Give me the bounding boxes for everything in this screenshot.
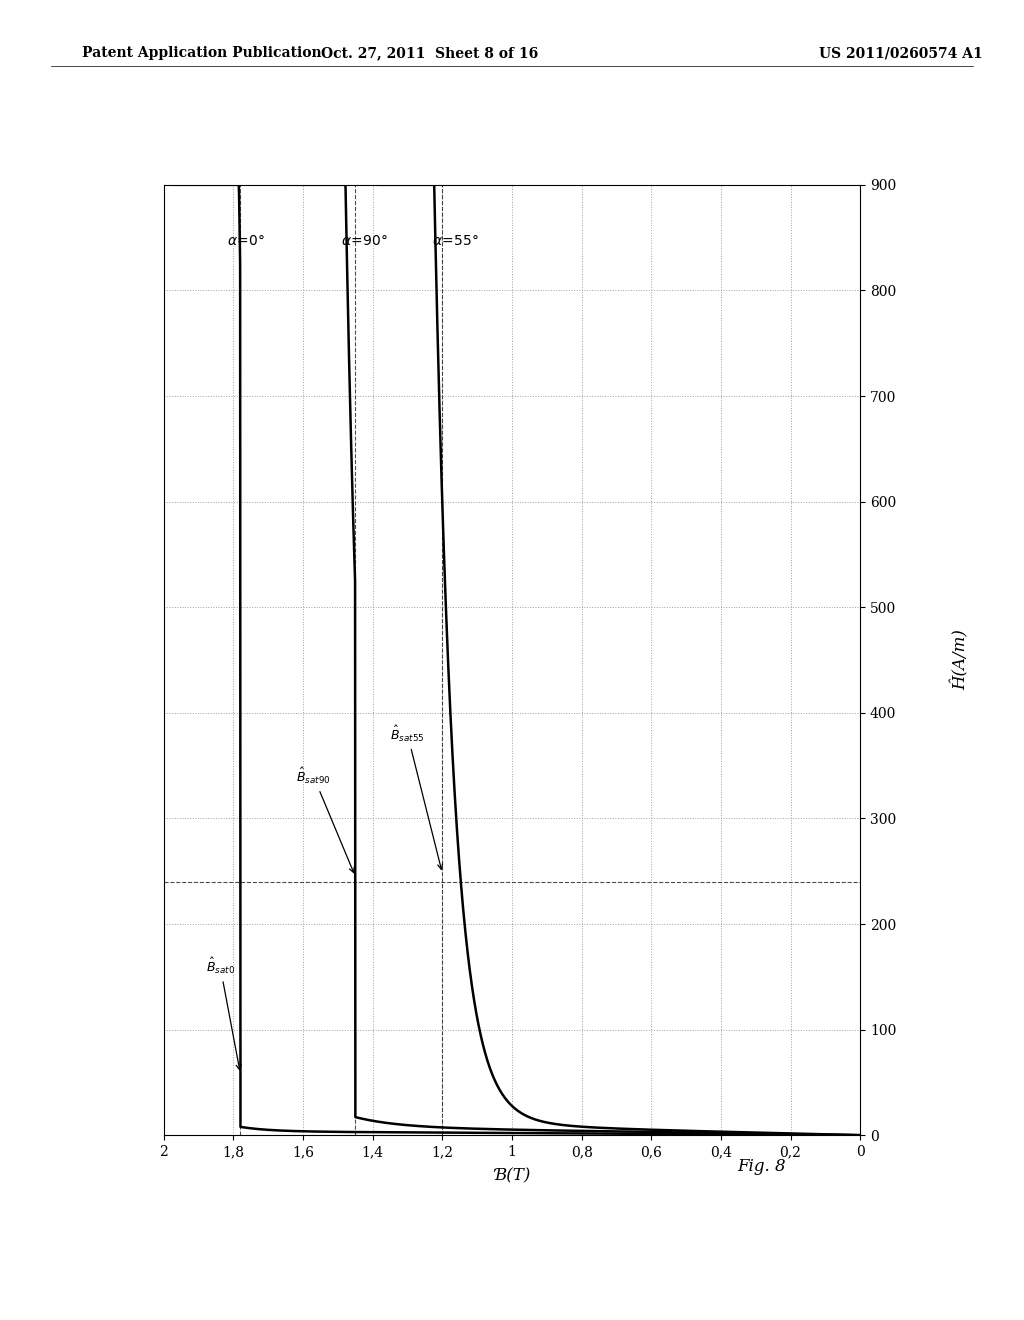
X-axis label: Ɓ(T): Ɓ(T): [494, 1167, 530, 1184]
Text: Fig. 8: Fig. 8: [737, 1158, 785, 1175]
Text: Patent Application Publication: Patent Application Publication: [82, 46, 322, 61]
Text: $\hat{B}_{sat55}$: $\hat{B}_{sat55}$: [390, 723, 442, 870]
Text: $\alpha\!=\!90°$: $\alpha\!=\!90°$: [341, 234, 388, 248]
Text: $\hat{B}_{sat0}$: $\hat{B}_{sat0}$: [206, 956, 242, 1069]
Text: US 2011/0260574 A1: US 2011/0260574 A1: [819, 46, 983, 61]
Y-axis label: Ĥ(A/m): Ĥ(A/m): [952, 630, 970, 690]
Text: $\hat{B}_{sat90}$: $\hat{B}_{sat90}$: [296, 766, 354, 873]
Text: $\alpha\!=\!55°$: $\alpha\!=\!55°$: [432, 234, 479, 248]
Text: Oct. 27, 2011  Sheet 8 of 16: Oct. 27, 2011 Sheet 8 of 16: [322, 46, 539, 61]
Text: $\alpha\!=\!0°$: $\alpha\!=\!0°$: [226, 234, 264, 248]
